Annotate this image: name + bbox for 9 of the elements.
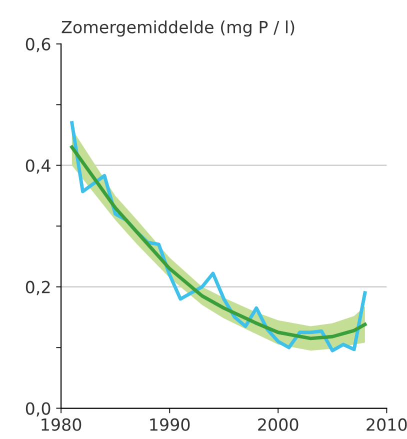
x-tick-label: 2010 <box>366 418 407 431</box>
x-tick-label: 2000 <box>258 418 298 431</box>
y-tick-label: 0,2 <box>26 280 50 296</box>
x-tick-label: 1990 <box>150 418 190 431</box>
y-axis-title: Zomergemiddelde (mg P / l) <box>62 20 294 37</box>
y-tick-label: 0,0 <box>26 402 50 417</box>
x-tick-label: 1980 <box>42 418 82 431</box>
y-tick-label: 0,4 <box>26 159 50 174</box>
y-tick-label: 0,6 <box>26 38 50 52</box>
